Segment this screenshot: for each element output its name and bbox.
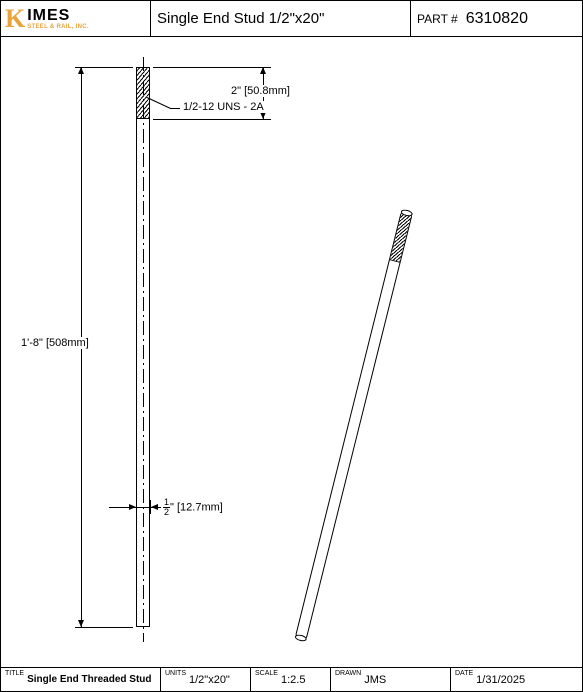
ext-thread-top	[153, 67, 271, 68]
iso-thread	[390, 212, 412, 263]
arrow-down-icon	[78, 620, 84, 627]
thread-spec-leader-h	[170, 108, 180, 109]
footer-date-cell: DATE 1/31/2025	[451, 668, 582, 691]
footer-drawn: JMS	[364, 674, 386, 686]
part-number-cell: PART # 6310820	[411, 1, 582, 36]
footer-title-label: TITLE	[5, 670, 24, 677]
drawing-area: 1'-8" [508mm] 2" [50.8mm] 1/2-12 UNS - 2…	[1, 37, 582, 667]
arrow-down-icon	[260, 112, 266, 119]
ext-line-bot	[75, 627, 133, 628]
footer-units: 1/2"x20"	[189, 674, 230, 686]
arrow-right-icon	[129, 504, 136, 510]
footer-units-label: UNITS	[165, 670, 186, 677]
thread-spec-leader	[147, 97, 171, 109]
footer-drawn-label: DRAWN	[335, 670, 361, 677]
diameter-mm: " [12.7mm]	[170, 501, 223, 513]
stud-iso-view	[295, 211, 413, 641]
arrow-up-icon	[78, 67, 84, 74]
footer-title-cell: TITLE Single End Threaded Stud	[1, 668, 161, 691]
iso-bottom-ellipse	[294, 634, 307, 643]
logo-name: IMES	[27, 8, 89, 24]
footer-scale-label: SCALE	[255, 670, 278, 677]
footer-scale-cell: SCALE 1:2.5	[251, 668, 331, 691]
drawing-sheet: K IMES STEEL & RAIL, INC. Single End Stu…	[0, 0, 583, 692]
drawing-title: Single End Stud 1/2"x20"	[151, 1, 411, 36]
footer-title: Single End Threaded Stud	[27, 674, 151, 685]
logo-letter: K	[5, 6, 25, 32]
footer-row: TITLE Single End Threaded Stud UNITS 1/2…	[1, 667, 582, 691]
footer-date-label: DATE	[455, 670, 473, 677]
logo-text: IMES STEEL & RAIL, INC.	[27, 8, 89, 30]
diameter-fraction: 1 2	[163, 498, 170, 517]
overall-length-label: 1'-8" [508mm]	[19, 337, 91, 349]
dia-ext-r	[150, 500, 151, 514]
footer-units-cell: UNITS 1/2"x20"	[161, 668, 251, 691]
thread-length-label: 2" [50.8mm]	[229, 85, 292, 97]
header-row: K IMES STEEL & RAIL, INC. Single End Stu…	[1, 1, 582, 37]
arrow-up-icon	[260, 67, 266, 74]
ext-thread-bot	[153, 119, 271, 120]
logo-cell: K IMES STEEL & RAIL, INC.	[1, 1, 151, 36]
centerline	[143, 57, 144, 642]
arrow-left-icon	[151, 504, 158, 510]
part-number: 6310820	[466, 10, 528, 28]
part-label: PART #	[417, 12, 458, 26]
iso-body	[295, 211, 413, 641]
thread-spec-label: 1/2-12 UNS - 2A	[181, 101, 266, 113]
footer-date: 1/31/2025	[476, 674, 525, 686]
footer-scale: 1:2.5	[281, 674, 305, 686]
diameter-label: 1 2 " [12.7mm]	[161, 498, 225, 517]
footer-drawn-cell: DRAWN JMS	[331, 668, 451, 691]
logo-subtitle: STEEL & RAIL, INC.	[27, 24, 89, 30]
dia-ext-l	[136, 500, 137, 514]
